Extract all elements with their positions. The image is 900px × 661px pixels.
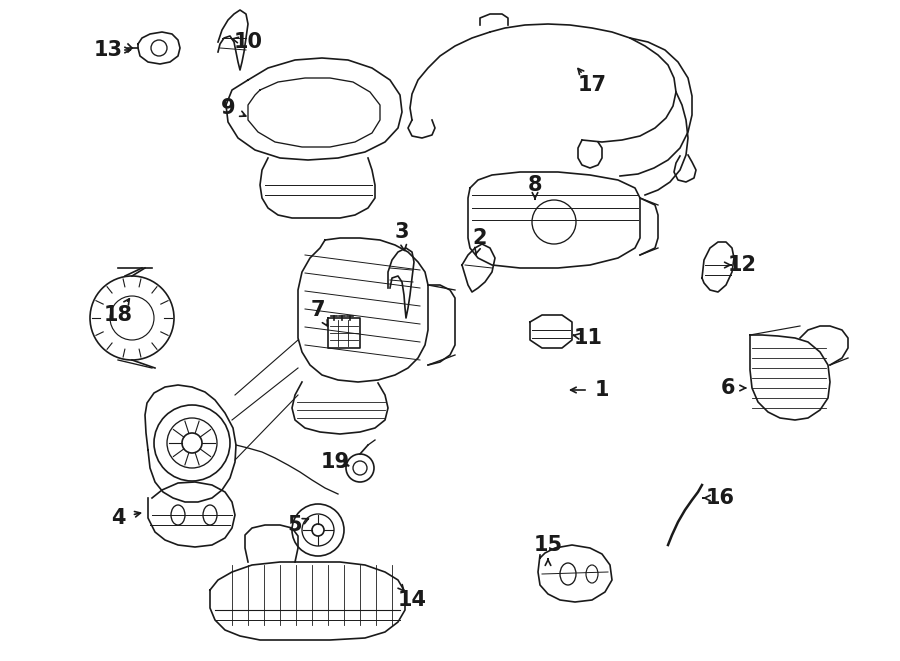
Text: 3: 3 (395, 222, 410, 242)
Text: 19: 19 (320, 452, 349, 472)
Text: 17: 17 (578, 75, 607, 95)
Text: 18: 18 (104, 305, 132, 325)
Text: 8: 8 (527, 175, 542, 195)
Text: 2: 2 (472, 228, 487, 248)
Text: 14: 14 (398, 590, 427, 610)
Text: 7: 7 (310, 300, 325, 320)
Text: 4: 4 (111, 508, 125, 528)
Text: 16: 16 (706, 488, 734, 508)
Text: 5: 5 (288, 515, 302, 535)
Text: 9: 9 (220, 98, 235, 118)
Text: 13: 13 (94, 40, 122, 60)
Text: 11: 11 (573, 328, 602, 348)
Text: 6: 6 (721, 378, 735, 398)
Text: 10: 10 (233, 32, 263, 52)
Text: 12: 12 (727, 255, 757, 275)
Text: 15: 15 (534, 535, 562, 555)
Text: 1: 1 (595, 380, 609, 400)
